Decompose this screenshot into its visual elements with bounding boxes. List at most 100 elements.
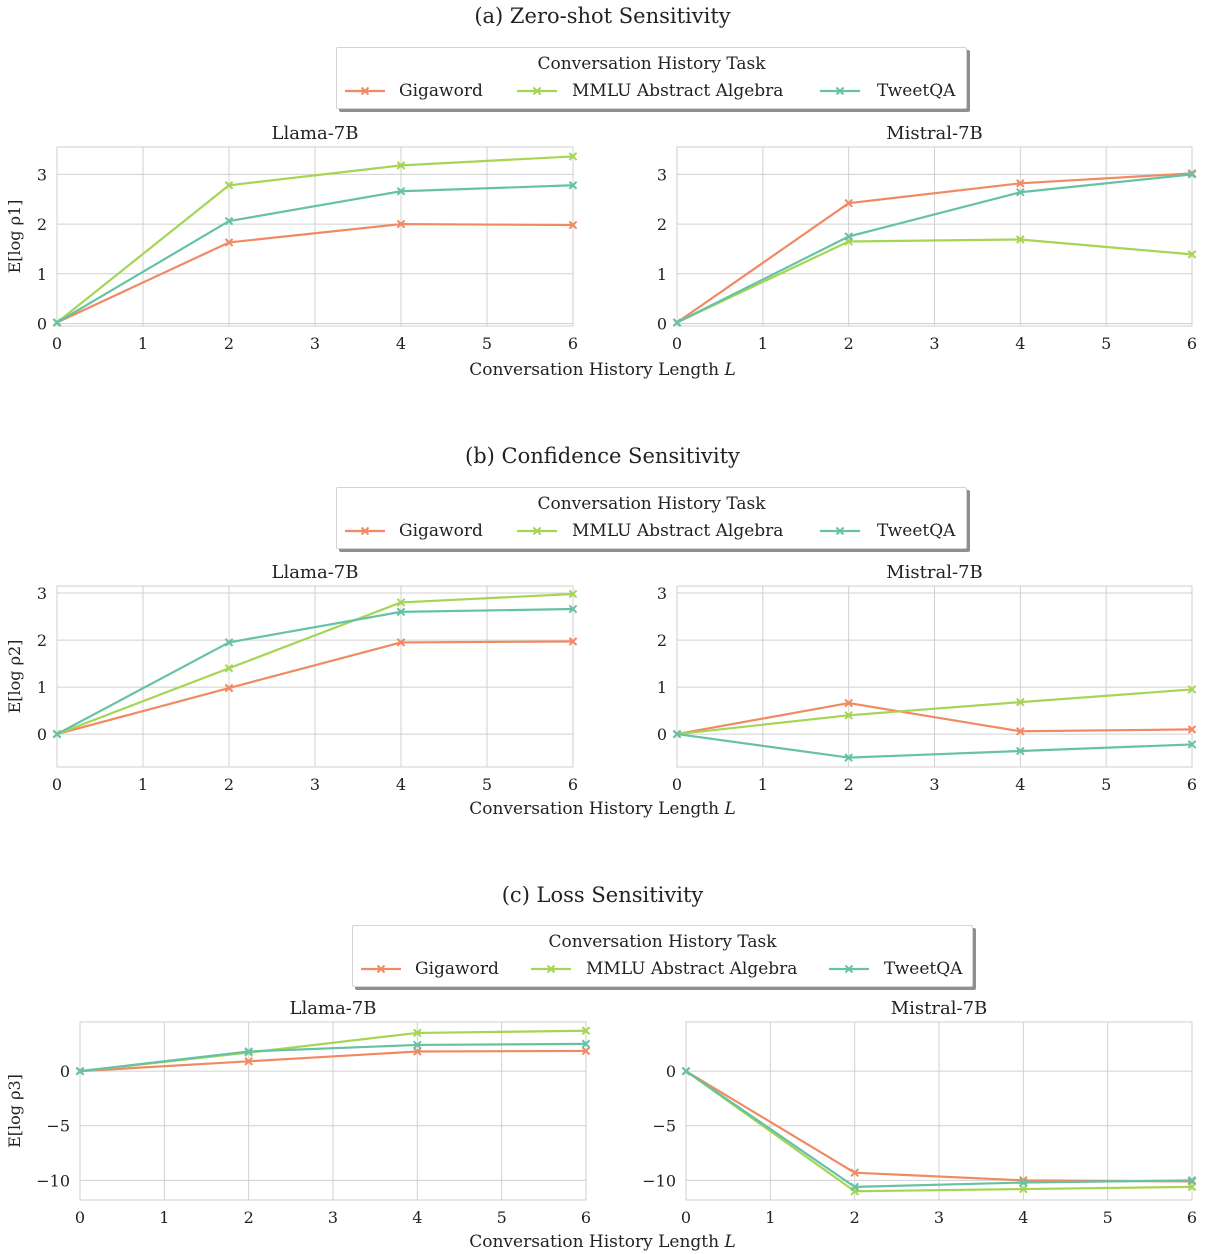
x-tick-label: 3: [929, 775, 939, 794]
y-tick-label: 2: [657, 631, 667, 650]
x-tick-label: 1: [765, 1208, 775, 1227]
x-tick-label: 5: [1101, 334, 1111, 353]
series-line: [676, 173, 1193, 324]
data-point: [681, 1066, 691, 1076]
chart-panel: 0 1 2 3 4 5 6 0 −5 −10 Llama-7B E[log ρ3]: [5, 998, 591, 1227]
x-tick-label: 3: [934, 1208, 944, 1227]
data-point: [396, 638, 406, 647]
y-tick-label: 0: [666, 1062, 676, 1081]
x-axis-label: Conversation History Length L: [469, 360, 736, 380]
data-point: [396, 219, 406, 229]
x-tick-label: 1: [758, 775, 768, 794]
legend-label: TweetQA: [877, 81, 956, 101]
series-line: [79, 1049, 587, 1073]
data-point: [52, 318, 62, 327]
series-line: [676, 688, 1193, 736]
series-line: [676, 701, 1193, 736]
y-tick-label: 2: [37, 215, 47, 234]
x-tick-label: 6: [568, 334, 578, 353]
data-point: [844, 710, 853, 720]
legend-swatch-mmlu: [517, 526, 557, 536]
x-tick-label: 0: [52, 334, 62, 353]
y-tick-label: 0: [37, 725, 47, 744]
x-tick-label: 1: [159, 1208, 169, 1227]
x-tick-label: 6: [1187, 1208, 1197, 1227]
data-point: [413, 1047, 422, 1056]
data-point: [568, 604, 578, 614]
data-point: [850, 1168, 859, 1178]
y-axis-label: E[log ρ2]: [5, 640, 24, 714]
data-point: [224, 216, 234, 226]
legend-swatch-gigaword: [361, 964, 401, 974]
x-tick-label: 0: [52, 775, 62, 794]
legend-swatch-tweetqa: [820, 86, 860, 96]
data-point: [413, 1028, 422, 1038]
x-tick-label: 2: [224, 334, 234, 353]
x-tick-label: 0: [681, 1208, 691, 1227]
chart-panel: 0 1 2 3 4 5 6 0 1 2 3 Mistral-7B: [657, 562, 1197, 794]
series-line: [676, 172, 1193, 324]
x-tick-label: 2: [844, 775, 854, 794]
x-tick-label: 4: [412, 1208, 422, 1227]
panel-title: Llama-7B: [271, 562, 358, 583]
x-tick-label: 4: [396, 775, 406, 794]
data-point: [396, 161, 406, 170]
data-point: [1019, 1184, 1028, 1194]
chart-panel: 0 1 2 3 4 5 6 0 −5 −10 Mistral-7B: [642, 998, 1197, 1227]
legend-label: MMLU Abstract Algebra: [572, 521, 784, 541]
legend-swatch-gigaword: [345, 526, 385, 536]
x-tick-label: 2: [244, 1208, 254, 1227]
x-tick-label: 6: [1187, 775, 1197, 794]
data-point: [844, 198, 853, 208]
data-point: [75, 1066, 85, 1076]
y-tick-label: 1: [37, 678, 47, 697]
x-tick-label: 4: [1015, 775, 1025, 794]
series-line: [685, 1070, 1193, 1188]
x-tick-label: 3: [328, 1208, 338, 1227]
y-tick-label: 3: [37, 584, 47, 603]
y-tick-label: 0: [657, 315, 667, 334]
chart-panel: 0 1 2 3 4 5 6 0 1 2 3 Mistral-7B: [657, 123, 1197, 353]
data-point: [581, 1046, 591, 1056]
y-tick-label: 1: [37, 265, 47, 284]
plot-frame: [79, 1021, 587, 1201]
x-tick-label: 5: [497, 1208, 507, 1227]
data-point: [224, 238, 234, 247]
legend: Conversation History Task Gigaword MMLU …: [352, 925, 973, 987]
y-tick-label: 1: [657, 678, 667, 697]
data-point: [1016, 726, 1025, 736]
y-tick-label: 3: [657, 584, 667, 603]
x-tick-label: 5: [1103, 1208, 1113, 1227]
panel-title: Mistral-7B: [891, 998, 988, 1019]
data-point: [844, 232, 853, 241]
panel-title: Llama-7B: [271, 123, 358, 144]
legend-swatch-gigaword: [345, 86, 385, 96]
data-point: [568, 589, 578, 599]
x-tick-label: 6: [1187, 334, 1197, 353]
series-line: [685, 1070, 1193, 1193]
legend-swatch-tweetqa: [820, 526, 860, 536]
data-point: [396, 607, 406, 617]
data-point: [844, 698, 853, 708]
series-line: [56, 640, 574, 736]
data-point: [568, 152, 578, 161]
data-point: [1016, 178, 1025, 188]
panel-title: Mistral-7B: [886, 562, 983, 583]
legend-swatch-mmlu: [517, 86, 557, 96]
plot-frame: [56, 146, 574, 327]
plot-frame: [685, 1021, 1193, 1201]
x-tick-label: 5: [1101, 775, 1111, 794]
legend-label: Gigaword: [399, 81, 483, 101]
data-point: [396, 186, 406, 196]
y-tick-label: −10: [36, 1171, 70, 1190]
legend-label: MMLU Abstract Algebra: [586, 959, 798, 979]
data-point: [1187, 170, 1197, 179]
x-tick-label: 0: [672, 775, 682, 794]
legend-label: TweetQA: [877, 521, 956, 541]
y-tick-label: 0: [60, 1062, 70, 1081]
data-point: [1187, 685, 1197, 694]
legend-label: TweetQA: [884, 959, 963, 979]
x-tick-label: 0: [672, 334, 682, 353]
series-line: [56, 184, 574, 324]
